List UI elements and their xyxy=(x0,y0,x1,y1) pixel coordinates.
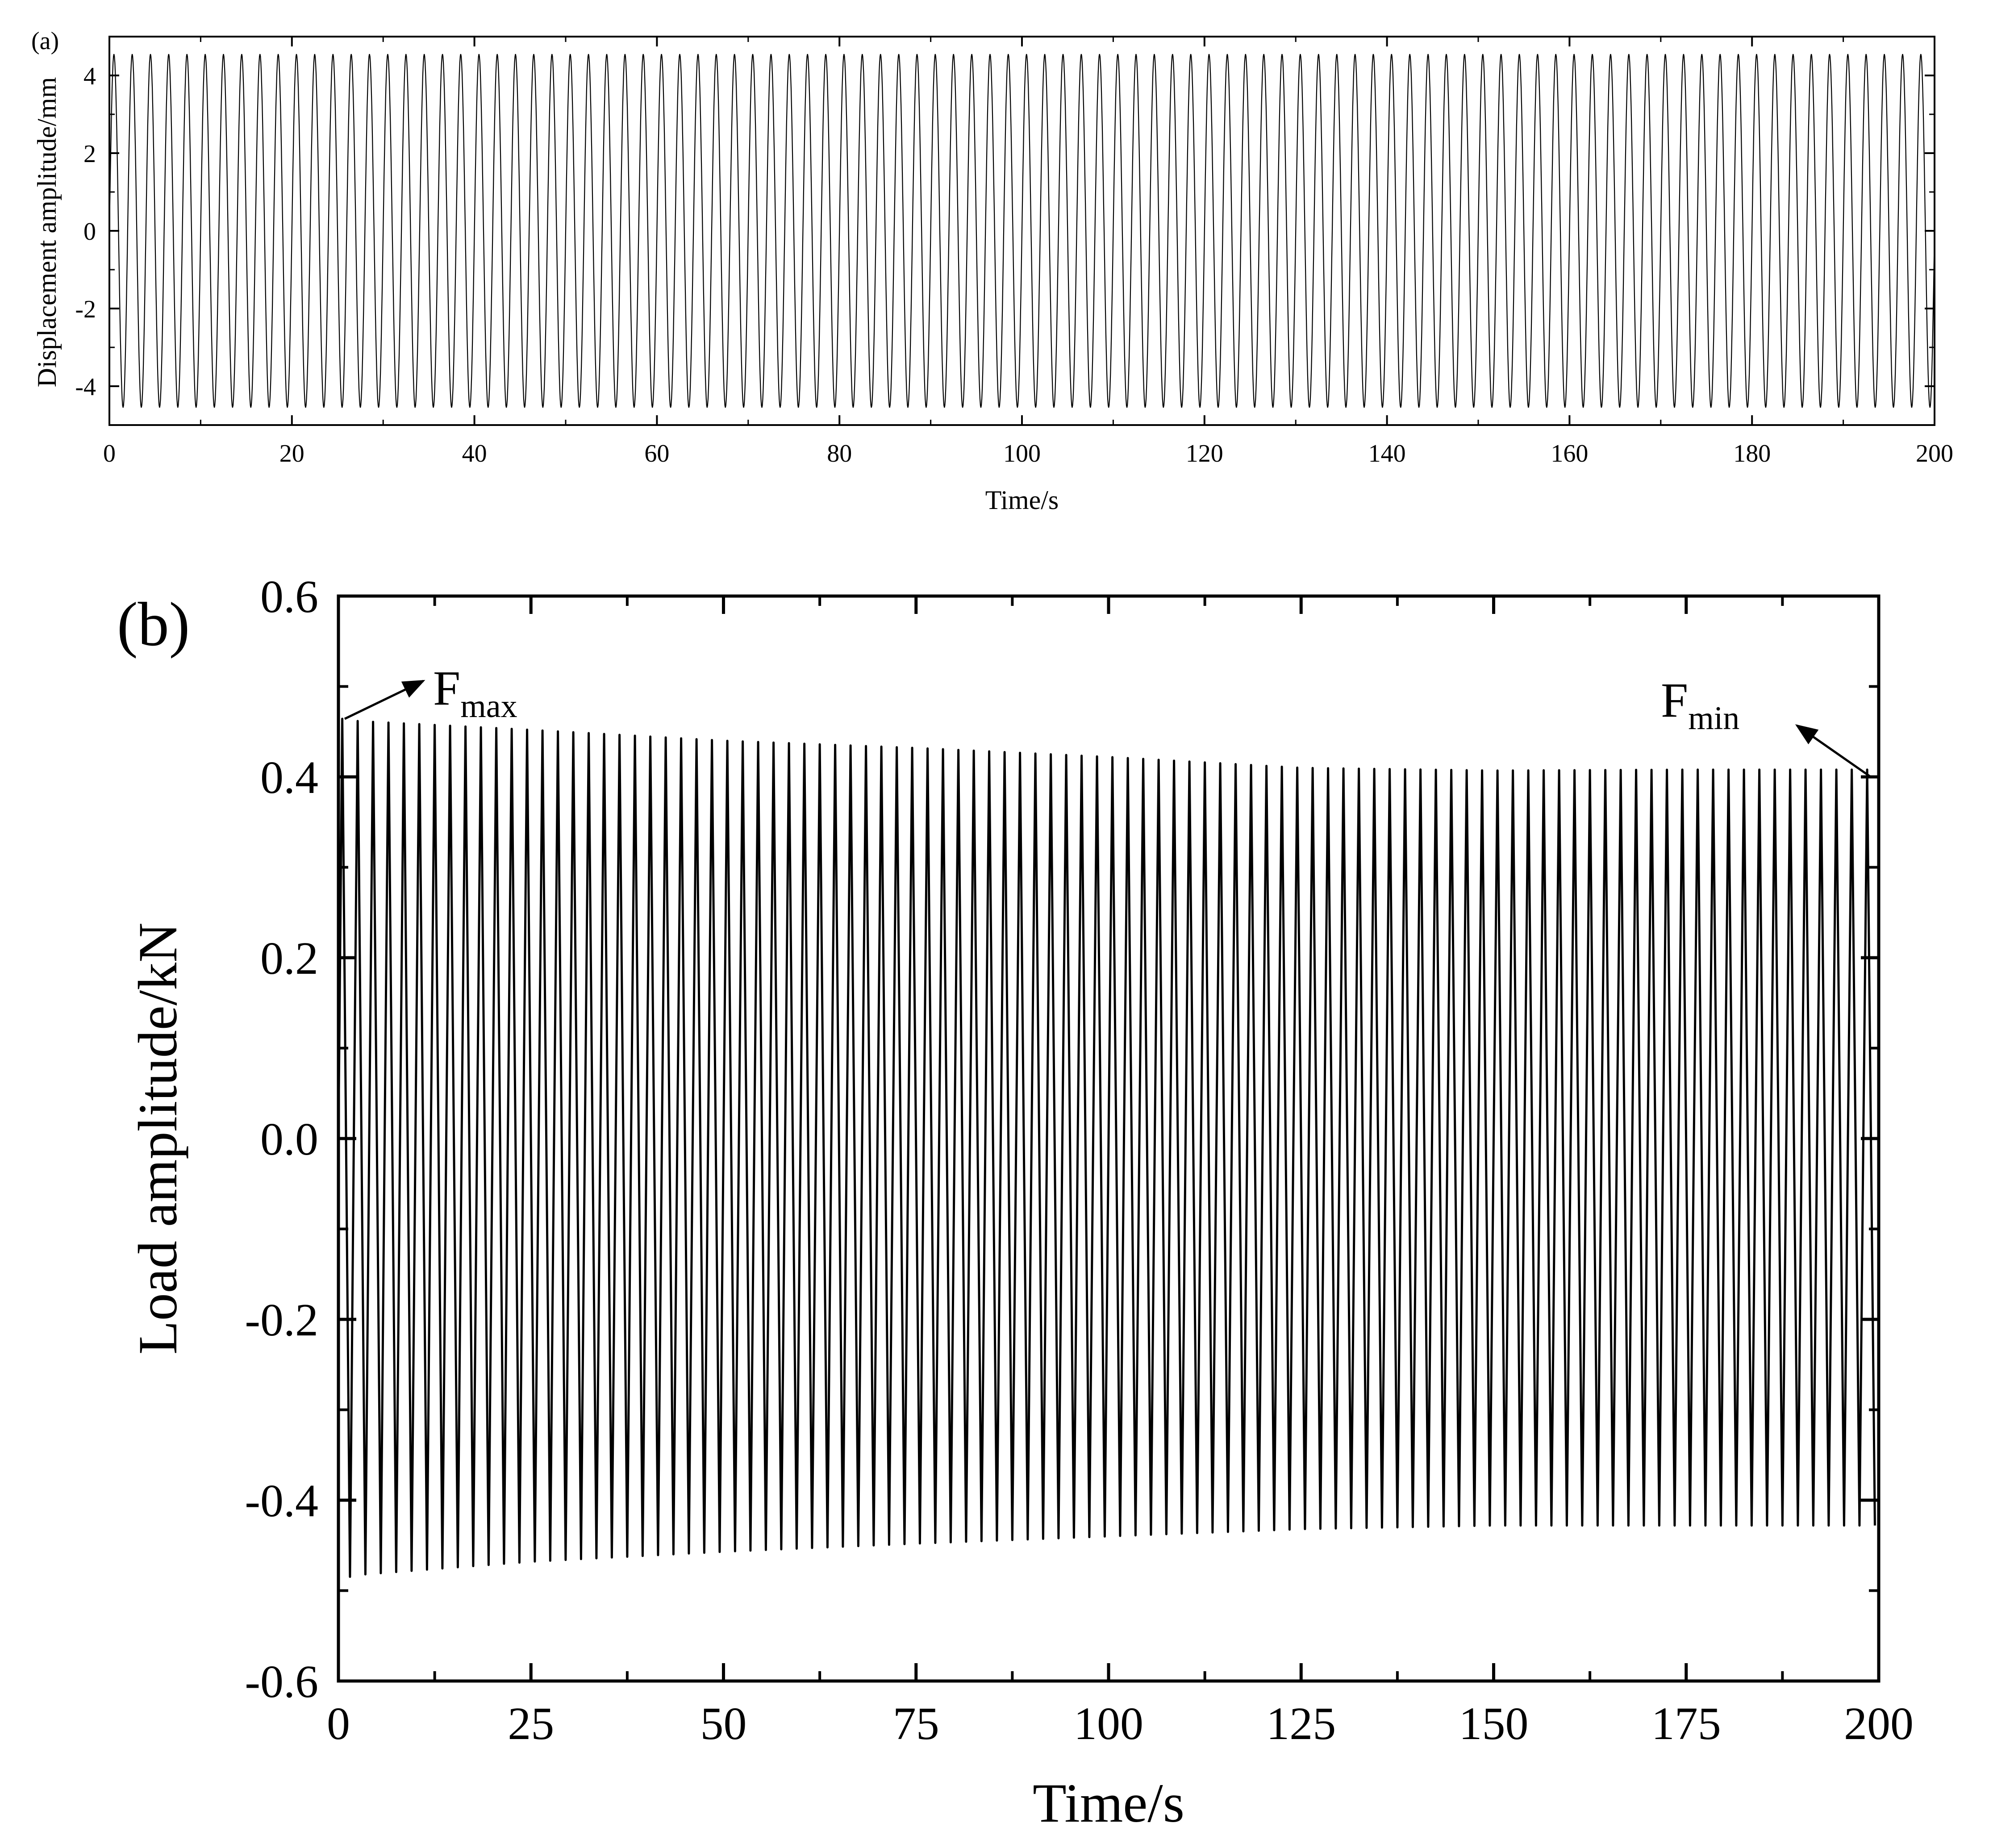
panel-a-x-tick-label: 60 xyxy=(644,440,669,467)
panel-b-y-axis-label: Load amplitude/kN xyxy=(127,922,188,1355)
panel-b-x-tick-label: 125 xyxy=(1266,1698,1336,1749)
fmax-symbol: F xyxy=(433,661,460,715)
panel-b-x-tick-labels: 0 25 50 75 100 125 150 175 200 xyxy=(327,1698,1914,1749)
panel-a-y-tick-label: -2 xyxy=(75,296,96,323)
panel-a-x-tick-label: 40 xyxy=(462,440,487,467)
panel-a-plot-frame xyxy=(108,36,1935,426)
panel-a-displacement-series xyxy=(108,54,1935,408)
panel-b-y-tick-label: 0.0 xyxy=(260,1114,318,1165)
panel-b-x-tick-label: 100 xyxy=(1074,1698,1143,1749)
fmax-arrow xyxy=(344,680,425,720)
panel-a-x-tick-label: 140 xyxy=(1368,440,1406,467)
panel-b-x-tick-label: 25 xyxy=(508,1698,554,1749)
panel-a-x-tick-label: 120 xyxy=(1186,440,1223,467)
panel-a-x-tick-label: 20 xyxy=(279,440,304,467)
panel-a-x-tick-label: 160 xyxy=(1551,440,1588,467)
panel-a-y-axis-label: Displacement amplitude/mm xyxy=(32,77,62,388)
fmin-arrow xyxy=(1795,724,1872,778)
panel-a-x-tick-labels: 0 20 40 60 80 100 120 140 160 180 200 xyxy=(103,440,1953,467)
panel-b-x-tick-label: 0 xyxy=(327,1698,350,1749)
panel-a-x-tick-label: 100 xyxy=(1003,440,1041,467)
panel-b-y-tick-labels: 0.6 0.4 0.2 0.0 -0.2 -0.4 -0.6 xyxy=(245,571,318,1707)
panel-b-label: (b) xyxy=(117,590,190,659)
panel-a-y-tick-label: 4 xyxy=(83,63,96,90)
panel-b-series xyxy=(337,718,1876,1578)
panel-b-x-tick-label: 50 xyxy=(701,1698,747,1749)
fmin-annotation: Fmin xyxy=(1661,673,1739,737)
panel-b-x-tick-label: 175 xyxy=(1651,1698,1721,1749)
panel-a-series xyxy=(108,54,1935,408)
fmax-annotation: Fmax xyxy=(433,661,517,725)
fmin-symbol: F xyxy=(1661,673,1688,727)
panel-a-x-tick-label: 0 xyxy=(103,440,116,467)
fmax-subscript: max xyxy=(460,688,517,725)
panel-a-y-tick-label: 0 xyxy=(83,218,96,246)
panel-b-y-tick-label: 0.2 xyxy=(260,933,318,984)
panel-b-y-tick-label: 0.4 xyxy=(260,752,318,803)
panel-a-label: (a) xyxy=(31,27,59,55)
fmin-subscript: min xyxy=(1688,700,1739,737)
panel-b-x-axis-label: Time/s xyxy=(1033,1773,1184,1834)
panel-b-plot-frame xyxy=(337,594,1881,1683)
panel-a-y-tick-label: 2 xyxy=(83,140,96,168)
panel-b: (b) 0 25 50 75 100 125 150 175 200 0.6 0.4 0.2 0.0 -… xyxy=(117,571,1914,1834)
panel-b-y-tick-label: -0.2 xyxy=(245,1294,318,1346)
panel-a-y-tick-labels: 4 2 0 -2 -4 xyxy=(75,63,96,401)
panel-a-x-tick-label: 200 xyxy=(1916,440,1953,467)
panel-b-y-tick-label: -0.6 xyxy=(245,1656,318,1707)
panel-b-y-tick-label: -0.4 xyxy=(245,1475,318,1527)
panel-b-x-tick-label: 150 xyxy=(1459,1698,1529,1749)
panel-a-x-tick-label: 180 xyxy=(1733,440,1771,467)
panel-a-x-axis-label: Time/s xyxy=(985,485,1059,515)
panel-a-y-tick-label: -4 xyxy=(75,373,96,401)
panel-b-load-series xyxy=(337,718,1876,1578)
panel-a-x-tick-label: 80 xyxy=(827,440,852,467)
panel-a: (a) 0 20 40 60 80 100 120 140 160 180 200 420-2-4 … xyxy=(31,27,1953,515)
panel-b-x-tick-label: 75 xyxy=(893,1698,939,1749)
panel-b-y-tick-label: 0.6 xyxy=(260,571,318,622)
panel-b-x-tick-label: 200 xyxy=(1844,1698,1914,1749)
